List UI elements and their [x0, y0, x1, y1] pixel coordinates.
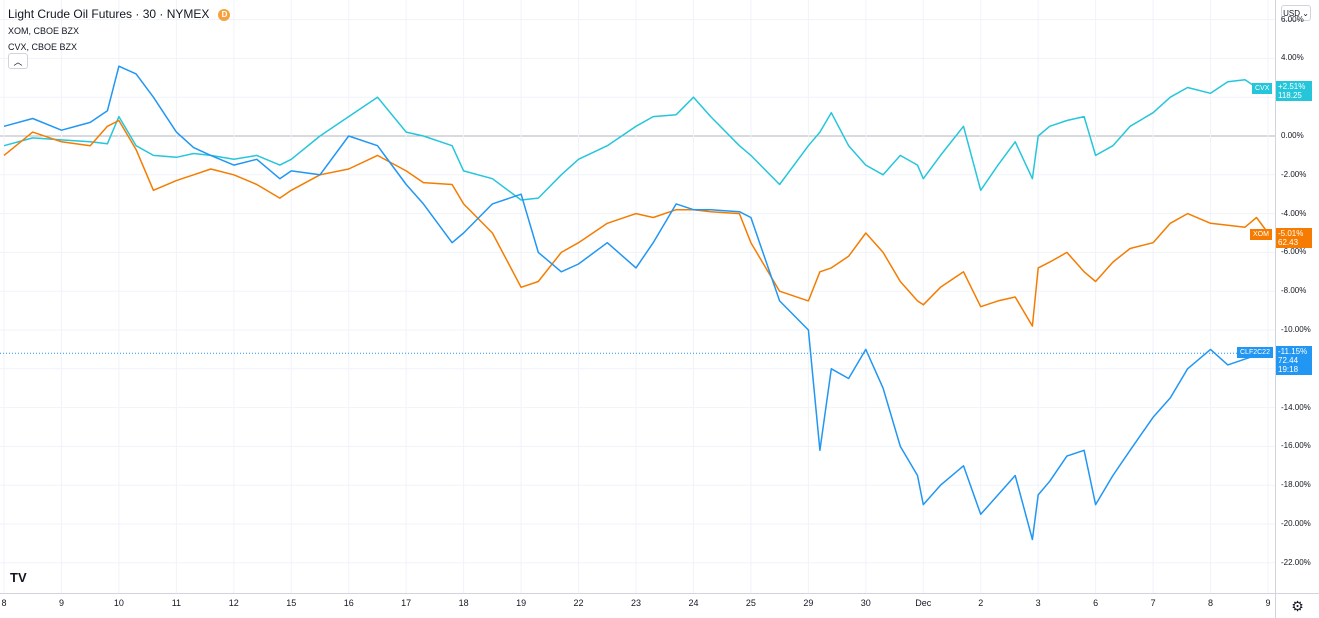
- chart-settings-button[interactable]: ⚙: [1275, 593, 1319, 618]
- x-tick-label: 8: [1208, 598, 1214, 608]
- x-tick-label: 16: [343, 598, 354, 608]
- x-tick-label: 3: [1035, 598, 1041, 608]
- y-tick-label: 6.00%: [1281, 14, 1304, 24]
- xom-line-tag: XOM: [1250, 229, 1272, 240]
- x-tick-label: 8: [1, 598, 7, 608]
- x-tick-label: 22: [573, 598, 584, 608]
- xom-price-tag: -5.01% 62.43: [1276, 228, 1312, 248]
- y-tick-label: -22.00%: [1281, 557, 1311, 567]
- cvx-price-tag: +2.51% 118.25: [1276, 81, 1312, 101]
- x-tick-label: 18: [458, 598, 469, 608]
- clf-price-tag: -11.15% 72.44 19:18: [1276, 346, 1312, 375]
- time-axis[interactable]: [0, 593, 1275, 618]
- main-series-title[interactable]: Light Crude Oil Futures · 30 · NYMEX: [8, 7, 210, 21]
- x-tick-label: 12: [228, 598, 239, 608]
- grid-layer: [0, 0, 1275, 593]
- tradingview-logo[interactable]: TV: [10, 570, 27, 585]
- y-tick-label: -10.00%: [1281, 325, 1311, 334]
- legend-series-cvx[interactable]: CVX, CBOE BZX: [8, 42, 78, 52]
- y-tick-label: -20.00%: [1281, 519, 1311, 528]
- x-tick-label: 10: [113, 598, 124, 608]
- chart-legend: Light Crude Oil Futures · 30 · NYMEX D X…: [8, 6, 231, 55]
- x-tick-label: 24: [688, 598, 699, 608]
- x-tick-label: Dec: [915, 598, 932, 608]
- y-tick-label: -2.00%: [1281, 169, 1307, 179]
- chart-area[interactable]: [0, 0, 1275, 593]
- y-tick-label: -14.00%: [1281, 402, 1311, 412]
- chevron-up-icon: ︿: [13, 56, 23, 67]
- x-tick-label: 23: [630, 598, 642, 608]
- x-tick-label: 11: [171, 598, 182, 608]
- x-tick-label: 9: [58, 598, 64, 608]
- y-tick-label: -16.00%: [1281, 441, 1311, 451]
- legend-collapse-button[interactable]: ︿: [8, 53, 28, 69]
- y-tick-label: 0.00%: [1281, 131, 1304, 140]
- x-tick-label: 6: [1093, 598, 1099, 608]
- y-tick-label: -18.00%: [1281, 480, 1311, 490]
- series-line-cvx[interactable]: [3, 78, 1268, 201]
- cvx-line-tag: CVX: [1252, 83, 1273, 94]
- x-tick-label: 19: [516, 598, 527, 608]
- x-tick-label: 30: [860, 598, 871, 608]
- y-tick-label: -6.00%: [1281, 247, 1307, 257]
- chart-plot[interactable]: [0, 0, 1275, 593]
- series-layer: [3, 65, 1269, 541]
- x-tick-label: 29: [803, 598, 814, 608]
- price-axis[interactable]: [1275, 0, 1319, 593]
- x-tick-label: 15: [286, 598, 297, 608]
- y-tick-label: -4.00%: [1281, 208, 1307, 218]
- y-tick-label: -8.00%: [1281, 286, 1307, 296]
- gear-icon: ⚙: [1291, 597, 1304, 614]
- series-line-xom[interactable]: [3, 119, 1269, 327]
- x-tick-label: 7: [1150, 598, 1156, 608]
- currency-button[interactable]: USD ⌄: [1281, 5, 1311, 21]
- x-tick-label: 9: [1265, 598, 1271, 608]
- x-tick-label: 2: [978, 598, 984, 608]
- delayed-badge: D: [218, 9, 231, 22]
- legend-series-xom[interactable]: XOM, CBOE BZX: [8, 26, 80, 36]
- clf-line-tag: CLF2C22: [1237, 347, 1273, 358]
- series-line-clf2c22[interactable]: [3, 65, 1269, 541]
- y-tick-label: 4.00%: [1281, 53, 1304, 63]
- x-tick-label: 25: [745, 598, 756, 608]
- x-tick-label: 17: [401, 598, 412, 608]
